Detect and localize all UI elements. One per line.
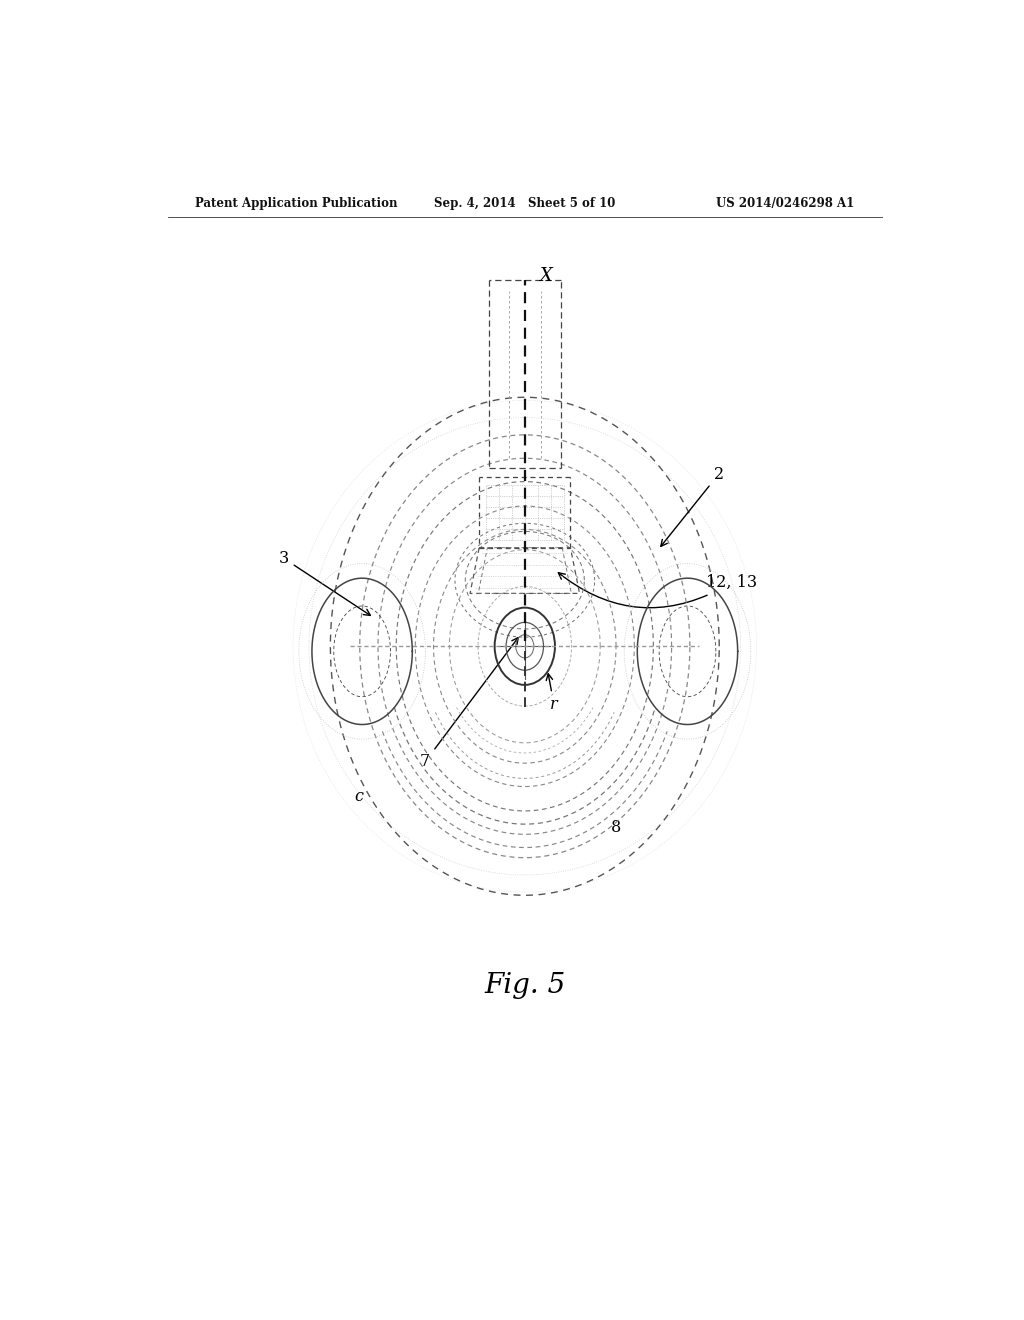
Text: r: r bbox=[546, 673, 558, 713]
Text: 3: 3 bbox=[279, 550, 371, 615]
Text: c: c bbox=[354, 788, 364, 805]
Text: US 2014/0246298 A1: US 2014/0246298 A1 bbox=[716, 197, 854, 210]
Text: Sep. 4, 2014   Sheet 5 of 10: Sep. 4, 2014 Sheet 5 of 10 bbox=[434, 197, 615, 210]
Text: Patent Application Publication: Patent Application Publication bbox=[196, 197, 398, 210]
Text: 2: 2 bbox=[660, 466, 724, 546]
Text: 7: 7 bbox=[420, 638, 518, 770]
Text: X: X bbox=[539, 268, 552, 285]
Text: 12, 13: 12, 13 bbox=[558, 573, 757, 607]
Text: 8: 8 bbox=[610, 818, 621, 836]
Text: Fig. 5: Fig. 5 bbox=[484, 972, 565, 998]
